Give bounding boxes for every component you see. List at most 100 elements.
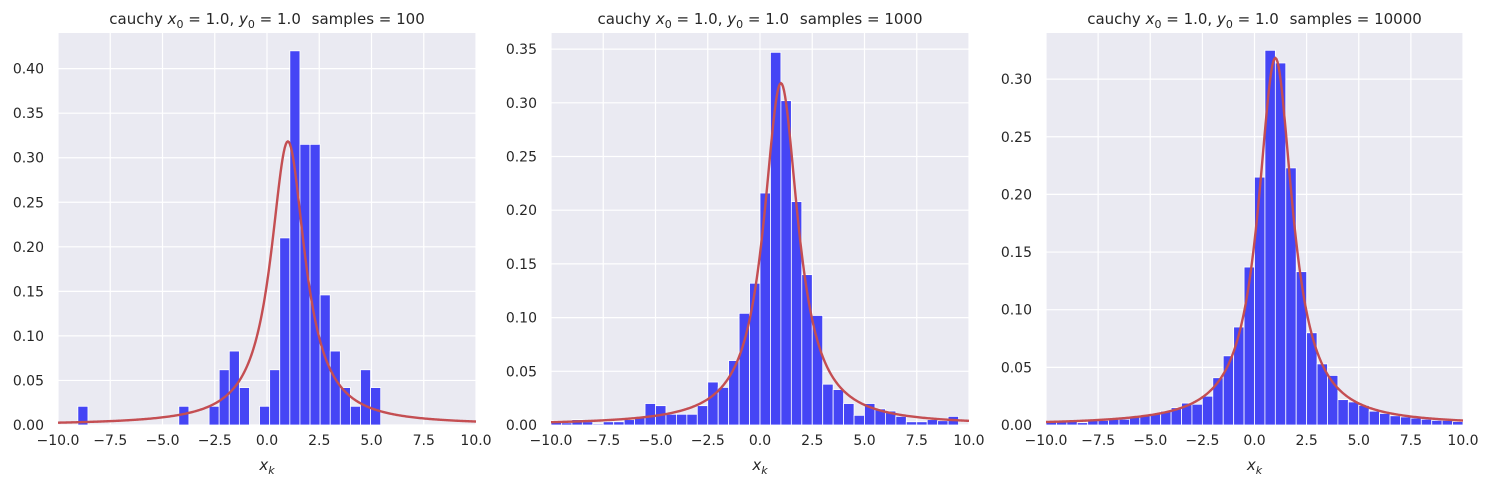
x-tick-label: 2.5 — [801, 433, 823, 449]
x-tick-label: 7.5 — [1400, 433, 1422, 449]
histogram-bar — [822, 383, 834, 426]
x-axis-label-base: x — [751, 456, 761, 474]
y-tick-label: 0.10 — [1001, 303, 1032, 319]
x-tick-label: 0.0 — [256, 433, 278, 449]
y-tick-label: 0.25 — [506, 150, 537, 166]
histogram-bar — [1076, 422, 1089, 426]
x-tick-label: 5.0 — [1348, 433, 1370, 449]
title-equals: = — [255, 10, 277, 28]
histogram-bar — [350, 405, 361, 426]
chart-title: cauchy x0 = 1.0, y0 = 1.0 samples = 100 — [109, 10, 425, 31]
histogram-bar — [602, 421, 615, 426]
histogram-bar — [707, 381, 719, 426]
histogram-bar — [644, 403, 656, 426]
title-gap — [1279, 10, 1284, 28]
title-comma: , — [229, 10, 239, 28]
chart-panel-2: −10.0 −7.5 −5.0 −2.5 0.0 2.5 5.0 7.5 10.0 0.00 0.0… — [506, 10, 985, 477]
chart-title: cauchy x0 = 1.0, y0 = 1.0 samples = 1000… — [1087, 10, 1422, 31]
histogram-bar — [1420, 418, 1433, 426]
histogram-bar — [916, 421, 928, 426]
histogram-bar — [623, 419, 636, 426]
histogram-bar — [1452, 421, 1464, 426]
histogram — [550, 51, 959, 426]
y-tick-label: 0.00 — [506, 418, 537, 434]
x-tick-label: −5.0 — [639, 433, 673, 449]
title-x-symbol: x — [167, 10, 177, 28]
histogram-bar — [937, 420, 949, 426]
x-tick-label: −7.5 — [1081, 433, 1115, 449]
title-x-subscript: 0 — [1154, 18, 1161, 31]
title-y-symbol: y — [238, 10, 249, 28]
title-y-symbol: y — [726, 10, 737, 28]
x-tick-label: 10.0 — [953, 433, 984, 449]
x-axis-label-subscript: k — [268, 464, 275, 477]
title-equals: = — [1161, 10, 1183, 28]
x-axis-label: xk — [258, 456, 275, 477]
histogram-bar — [1337, 399, 1349, 426]
x-tick-label: 0.0 — [749, 433, 771, 449]
y-tick-label: 0.15 — [506, 257, 537, 273]
x-tick-label: −10.0 — [1025, 433, 1068, 449]
histogram-bar — [895, 416, 907, 426]
y-tick-label: 0.35 — [506, 42, 537, 58]
y-tick-label: 0.00 — [13, 418, 44, 434]
histogram-bar — [77, 405, 89, 426]
histogram-bar — [1379, 413, 1391, 426]
histogram-bar — [780, 100, 792, 426]
x-tick-label: −5.0 — [1133, 433, 1167, 449]
x-tick-label: −5.0 — [146, 433, 180, 449]
y-tick-label: 0.10 — [506, 311, 537, 327]
histogram-bar — [843, 403, 855, 426]
histogram-bar — [1285, 167, 1297, 426]
histogram-bar — [1389, 415, 1401, 426]
x-tick-label: −2.5 — [1185, 433, 1219, 449]
x-tick-label: 7.5 — [413, 433, 435, 449]
histogram-bar — [926, 419, 939, 426]
y-tick-label: 0.25 — [13, 195, 44, 211]
histogram-bar — [1368, 410, 1381, 426]
histogram-bar — [1243, 266, 1255, 426]
histogram-bar — [686, 413, 698, 426]
x-tick-label: 10.0 — [460, 433, 491, 449]
title-samples: samples = 10000 — [1290, 10, 1422, 28]
histogram-bar — [811, 315, 824, 426]
histogram-bar — [289, 50, 301, 426]
y-tick-label: 0.15 — [13, 284, 44, 300]
x-tick-label: 0.0 — [1243, 433, 1265, 449]
histogram-bar — [360, 369, 372, 426]
title-comma: , — [1207, 10, 1217, 28]
histogram-bar — [696, 405, 709, 426]
y-tick-label: 0.15 — [1001, 245, 1032, 261]
histogram-bar — [832, 389, 845, 426]
histogram — [1045, 49, 1464, 426]
y-tick-label: 0.00 — [1001, 418, 1032, 434]
title-text: cauchy — [109, 10, 163, 28]
title-gap — [301, 10, 306, 28]
histogram-bar — [1347, 401, 1360, 426]
title-gap — [789, 10, 794, 28]
histogram-bar — [309, 143, 321, 426]
y-tick-label: 0.05 — [506, 364, 537, 380]
title-y-subscript: 0 — [248, 18, 255, 31]
x-tick-label: −7.5 — [586, 433, 620, 449]
histogram-bar — [759, 192, 771, 426]
x-axis-label-subscript: k — [761, 464, 768, 477]
y-tick-label: 0.20 — [1001, 187, 1032, 203]
histogram-bar — [592, 423, 604, 426]
histogram-bar — [1254, 176, 1266, 426]
title-equals: = — [672, 10, 694, 28]
pdf-curve — [1045, 56, 1464, 424]
x-axis-label-base: x — [1246, 456, 1256, 474]
x-axis-label-subscript: k — [1256, 464, 1263, 477]
x-tick-label: −10.0 — [37, 433, 80, 449]
title-y0-value: 1.0 — [765, 10, 789, 28]
y-tick-label: 0.40 — [13, 62, 44, 78]
pdf-curve — [57, 139, 477, 424]
x-tick-label: 5.0 — [360, 433, 382, 449]
y-tick-label: 0.35 — [13, 106, 44, 122]
chart-title: cauchy x0 = 1.0, y0 = 1.0 samples = 1000 — [597, 10, 922, 31]
title-x-symbol: x — [655, 10, 665, 28]
histogram-bar — [329, 350, 341, 426]
histogram-bar — [665, 413, 677, 426]
title-y0-value: 1.0 — [277, 10, 301, 28]
